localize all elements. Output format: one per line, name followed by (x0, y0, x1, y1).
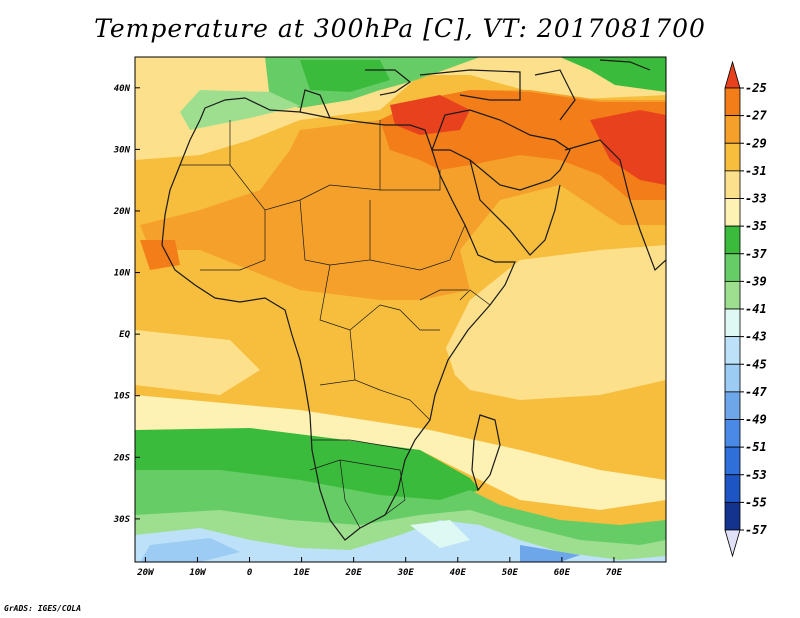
temperature-field (135, 57, 666, 562)
lat-tick-label: 40N (114, 84, 131, 94)
lon-tick-label: 10E (293, 568, 310, 578)
colorbar-label: -29 (745, 136, 767, 150)
map-frame (134, 56, 667, 563)
coastlines (161, 59, 666, 541)
lat-tick-label: 30N (113, 145, 131, 155)
colorbar-top-arrow (724, 60, 741, 89)
lon-tick-label: 0 (247, 568, 253, 578)
lon-tick-label: 50E (502, 568, 519, 578)
colorbar-label: -27 (745, 109, 767, 123)
chart-title: Temperature at 300hPa [C], VT: 201708170… (94, 14, 706, 43)
lat-tick-label: 20N (113, 207, 131, 217)
grads-credit: GrADS: IGES/COLA (4, 604, 82, 613)
colorbar-swatch (724, 419, 741, 448)
lon-tick-label: 20E (345, 568, 363, 578)
color-legend: -25 -27 -29 -31 -33 -35 -37 -39 -41 -43 -45 -47 -49 -… (724, 60, 767, 558)
colorbar-label: -35 (745, 219, 767, 233)
colorbar-bottom-arrow (724, 529, 741, 558)
colorbar-label: -37 (745, 247, 767, 261)
colorbar-swatch (724, 225, 741, 255)
colorbar-swatch (724, 198, 741, 227)
colorbar-swatch (724, 336, 741, 365)
lon-tick-label: 30E (397, 568, 415, 578)
colorbar-swatch (724, 280, 741, 310)
colorbar-label: -57 (745, 523, 767, 537)
colorbar-swatch (724, 501, 741, 531)
colorbar-swatch (724, 142, 741, 172)
lat-tick-label: 10N (114, 269, 131, 279)
lon-tick-label: 10W (189, 568, 207, 578)
lat-tick-label: 20S (113, 453, 131, 463)
lat-tick-label: EQ (119, 330, 130, 340)
lon-tick-label: 20W (136, 568, 155, 578)
colorbar-label: -53 (745, 468, 767, 482)
colorbar-label: -25 (745, 81, 767, 95)
lon-tick-label: 60E (554, 568, 571, 578)
lat-tick-label: 30S (113, 515, 131, 525)
colorbar-swatch (724, 253, 741, 282)
colorbar-label: -45 (745, 357, 767, 371)
colorbar-swatch (724, 115, 741, 144)
lon-tick-label: 70E (606, 568, 623, 578)
colorbar-swatch (724, 474, 741, 503)
colorbar-label: -55 (745, 495, 767, 509)
colorbar-swatch (724, 363, 741, 393)
colorbar-label: -49 (745, 413, 767, 427)
colorbar-swatch (724, 87, 741, 117)
colorbar-swatch (724, 170, 741, 199)
lon-tick-label: 40E (450, 568, 467, 578)
colorbar-label: -51 (745, 440, 767, 454)
latitude-axis: 40N 30N 20N 10N EQ 10S 20S 30S (113, 84, 140, 525)
colorbar-label: -31 (745, 164, 767, 178)
colorbar-swatch (724, 446, 741, 476)
colorbar-label: -39 (745, 274, 767, 288)
colorbar-swatch (724, 308, 741, 338)
colorbar-label: -47 (745, 385, 767, 399)
longitude-axis: 20W 10W 0 10E 20E 30E 40E 50E 60E 70E (136, 557, 623, 578)
lat-tick-label: 10S (114, 392, 131, 402)
colorbar-swatch (724, 391, 741, 420)
country-borders (180, 120, 491, 529)
colorbar-label: -33 (745, 192, 767, 206)
colorbar-label: -41 (745, 302, 767, 316)
colorbar-label: -43 (745, 330, 767, 344)
